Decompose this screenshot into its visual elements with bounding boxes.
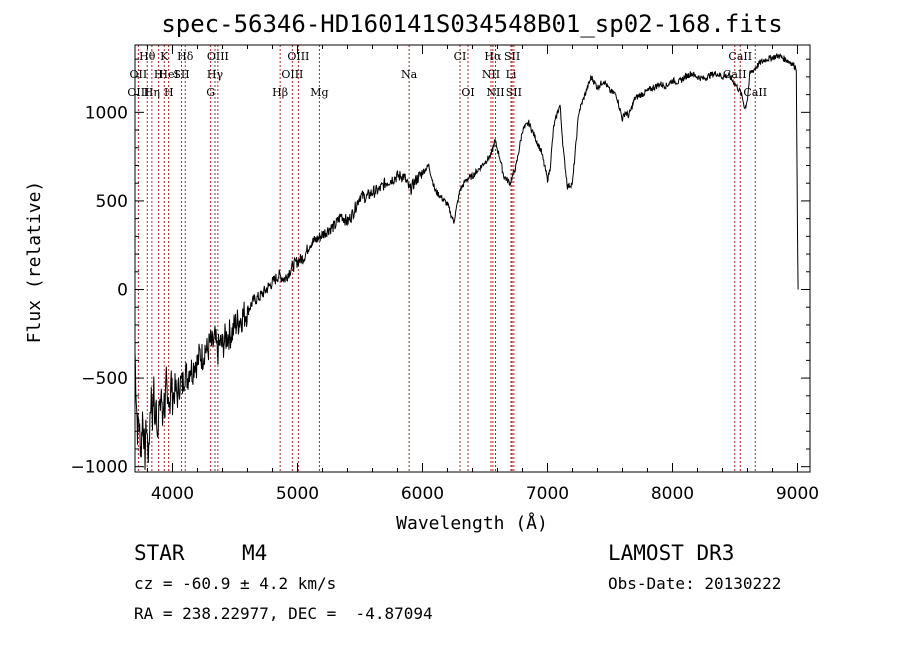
y-tick-label: −500 — [81, 369, 128, 389]
line-label: Mg — [310, 86, 328, 99]
line-label: Hη — [144, 86, 160, 99]
emission-line-markers — [137, 45, 756, 472]
line-label: CaII — [728, 50, 752, 63]
line-label: Hβ — [272, 86, 288, 99]
line-label: SII — [504, 50, 520, 63]
object-class: STAR — [134, 541, 185, 565]
x-axis-label: Wavelength (Å) — [396, 512, 548, 534]
line-label: SII — [173, 68, 189, 81]
line-label: OIII — [281, 68, 303, 81]
line-label: HeI — [158, 68, 178, 81]
x-tick-label: 9000 — [776, 484, 819, 504]
line-label: Hδ — [177, 50, 194, 63]
survey-name: LAMOST DR3 — [608, 541, 735, 565]
line-label: H — [154, 68, 164, 81]
y-axis-ticks: −1000 −500 0 500 1000 — [70, 58, 810, 478]
line-label: Hα — [484, 50, 502, 63]
y-tick-label: 0 — [117, 281, 128, 301]
line-label: Hθ — [139, 50, 156, 63]
line-label: OI — [461, 86, 474, 99]
line-label: OIII — [127, 86, 149, 99]
line-label: G — [206, 86, 215, 99]
line-label: K — [160, 50, 169, 63]
x-tick-label: 4000 — [151, 484, 194, 504]
line-label: CaII — [743, 86, 767, 99]
line-label: H — [164, 86, 174, 99]
line-label: OIII — [207, 50, 229, 63]
spectrum-line — [134, 53, 799, 470]
y-tick-label: 1000 — [85, 103, 128, 123]
x-tick-label: 5000 — [276, 484, 319, 504]
y-axis-label: Flux (relative) — [24, 181, 45, 344]
line-label: Na — [401, 68, 418, 81]
line-label: Li — [506, 68, 517, 81]
chart-title: spec-56346-HD160141S034548B01_sp02-168.f… — [161, 10, 782, 38]
x-axis-ticks: 4000 5000 6000 7000 8000 9000 — [147, 45, 819, 504]
redshift-velocity: cz = -60.9 ± 4.2 km/s — [134, 574, 337, 593]
y-tick-label: 500 — [96, 192, 128, 212]
object-subclass: M4 — [242, 541, 268, 565]
line-label: OII — [130, 68, 148, 81]
coordinates: RA = 238.22977, DEC = -4.87094 — [134, 604, 433, 623]
line-label: NII — [482, 68, 500, 81]
x-tick-label: 8000 — [651, 484, 694, 504]
line-label: CaII — [723, 68, 747, 81]
line-label: Hγ — [207, 68, 224, 81]
line-label: OIII — [287, 50, 309, 63]
observation-date: Obs-Date: 20130222 — [608, 574, 782, 593]
line-label: NII — [486, 86, 504, 99]
plot-frame — [134, 44, 811, 473]
y-tick-label: −1000 — [70, 458, 128, 478]
x-tick-label: 6000 — [401, 484, 444, 504]
line-label: CI — [454, 50, 467, 63]
x-tick-label: 7000 — [526, 484, 569, 504]
line-label: SII — [506, 86, 522, 99]
